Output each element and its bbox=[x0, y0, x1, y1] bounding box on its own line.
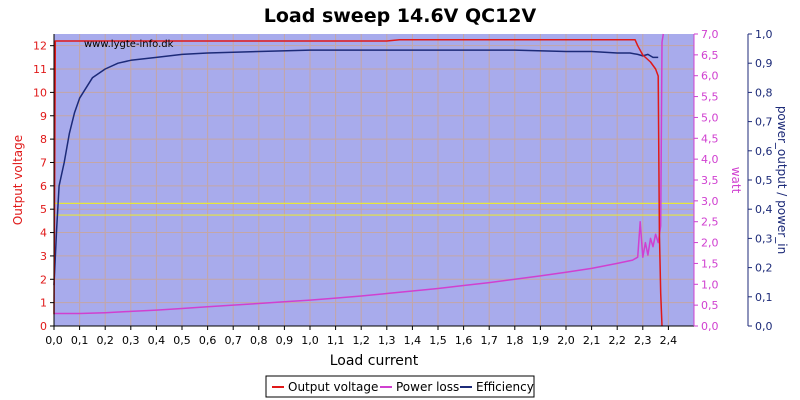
x-tick-label: 0,6 bbox=[199, 334, 217, 347]
y-right1-tick-label: 3,5 bbox=[701, 174, 719, 187]
x-tick-label: 2,4 bbox=[660, 334, 678, 347]
y-left-tick-label: 5 bbox=[40, 203, 47, 216]
x-tick-label: 2,3 bbox=[634, 334, 652, 347]
x-tick-label: 1,1 bbox=[327, 334, 345, 347]
legend: Output voltage Power loss Efficiency bbox=[265, 375, 535, 398]
x-tick-label: 2,0 bbox=[557, 334, 575, 347]
x-tick-label: 0,5 bbox=[173, 334, 191, 347]
chart-title: Load sweep 14.6V QC12V bbox=[264, 5, 537, 27]
legend-item-power-loss: Power loss bbox=[396, 380, 459, 394]
y-left-tick-label: 6 bbox=[40, 180, 47, 193]
y-right1-tick-label: 1,0 bbox=[701, 278, 719, 291]
y-right1-tick-label: 3,0 bbox=[701, 195, 719, 208]
reference-lines bbox=[54, 202, 694, 216]
legend-box bbox=[265, 375, 535, 398]
series-line-output-voltage bbox=[53, 39, 663, 327]
series-line-efficiency bbox=[53, 49, 659, 286]
y-right1-tick-label: 2,0 bbox=[701, 237, 719, 250]
grid bbox=[54, 34, 694, 326]
x-axis-label: Load current bbox=[330, 353, 419, 369]
y-right1-tick-label: 5,5 bbox=[701, 91, 719, 104]
y-left-axis-label: Output voltage bbox=[11, 135, 25, 225]
y-right1-tick-label: 1,5 bbox=[701, 257, 719, 270]
x-tick-label: 0,0 bbox=[45, 334, 63, 347]
y-left-tick-label: 10 bbox=[33, 86, 47, 99]
x-tick-label: 2,1 bbox=[583, 334, 601, 347]
x-tick-label: 0,7 bbox=[224, 334, 242, 347]
y-right1-tick-label: 7,0 bbox=[701, 28, 719, 41]
y-right1-tick-label: 4,0 bbox=[701, 153, 719, 166]
x-tick-labels: 0,0 0,1 0,2 0,3 0,4 0,5 0,6 0,7 0,8 0,9 1,0 1,1 1,2 1… bbox=[45, 326, 677, 347]
y-right2-axis-label: power_output / power_in bbox=[775, 106, 789, 254]
x-tick-label: 0,2 bbox=[96, 334, 114, 347]
x-tick-label: 1,9 bbox=[532, 334, 550, 347]
plot-area bbox=[54, 34, 694, 326]
x-tick-label: 1,8 bbox=[506, 334, 524, 347]
series-line-power-loss bbox=[54, 33, 665, 315]
y-left-tick-label: 2 bbox=[40, 273, 47, 286]
y-right1-tick-label: 6,5 bbox=[701, 49, 719, 62]
y-right2-tick-label: 0,0 bbox=[755, 320, 773, 333]
x-tick-label: 1,3 bbox=[378, 334, 396, 347]
y-left-tick-label: 3 bbox=[40, 250, 47, 263]
y-left-tick-label: 1 bbox=[40, 297, 47, 310]
y-right1-tick-label: 0,0 bbox=[701, 320, 719, 333]
x-tick-label: 1,4 bbox=[404, 334, 422, 347]
y-left-tick-label: 8 bbox=[40, 133, 47, 146]
y-right1-tick-label: 2,5 bbox=[701, 216, 719, 229]
y-right1-tick-label: 6,0 bbox=[701, 70, 719, 83]
y-right2-tick-label: 0,6 bbox=[755, 145, 773, 158]
x-tick-label: 1,0 bbox=[301, 334, 319, 347]
y-left-tick-label: 9 bbox=[40, 110, 47, 123]
x-tick-label: 1,6 bbox=[455, 334, 473, 347]
watermark: www.lygte-info.dk bbox=[84, 39, 174, 50]
y-right2-tick-label: 0,9 bbox=[755, 57, 773, 70]
x-tick-label: 1,5 bbox=[429, 334, 447, 347]
y-right2-tick-label: 1,0 bbox=[755, 28, 773, 41]
y-right2-tick-label: 0,7 bbox=[755, 116, 773, 129]
y-right2-tick-label: 0,4 bbox=[755, 203, 773, 216]
y-right2-tick-label: 0,2 bbox=[755, 262, 773, 275]
y-right1-tick-label: 0,5 bbox=[701, 299, 719, 312]
x-tick-label: 0,4 bbox=[148, 334, 166, 347]
y-right1-tick-label: 4,5 bbox=[701, 132, 719, 145]
y-right2-tick-labels: 0,0 0,1 0,2 0,3 0,4 0,5 0,6 0,7 0,8 0,9 1,0 bbox=[748, 28, 773, 333]
y-right2-tick-label: 0,3 bbox=[755, 232, 773, 245]
legend-item-efficiency: Efficiency bbox=[476, 380, 534, 394]
y-left-tick-label: 12 bbox=[33, 40, 47, 53]
y-left-tick-label: 0 bbox=[40, 320, 47, 333]
y-left-tick-label: 11 bbox=[33, 63, 47, 76]
x-tick-label: 0,8 bbox=[250, 334, 268, 347]
x-tick-label: 0,3 bbox=[122, 334, 140, 347]
y-right1-tick-labels: 0,0 0,5 1,0 1,5 2,0 2,5 3,0 3,5 4,0 4,5 5,0 5,5 6,0 6… bbox=[694, 28, 719, 333]
y-left-tick-label: 7 bbox=[40, 156, 47, 169]
x-tick-label: 0,9 bbox=[276, 334, 294, 347]
y-right2-tick-label: 0,8 bbox=[755, 86, 773, 99]
legend-item-output-voltage: Output voltage bbox=[288, 380, 378, 394]
series-group bbox=[53, 33, 665, 327]
x-tick-label: 0,1 bbox=[71, 334, 89, 347]
y-right1-axis-label: watt bbox=[729, 167, 743, 194]
y-left-tick-label: 4 bbox=[40, 227, 47, 240]
y-right2-tick-label: 0,5 bbox=[755, 174, 773, 187]
x-tick-label: 2,2 bbox=[608, 334, 626, 347]
x-tick-label: 1,7 bbox=[480, 334, 498, 347]
y-right1-tick-label: 5,0 bbox=[701, 111, 719, 124]
x-tick-label: 1,2 bbox=[352, 334, 370, 347]
y-right2-tick-label: 0,1 bbox=[755, 291, 773, 304]
